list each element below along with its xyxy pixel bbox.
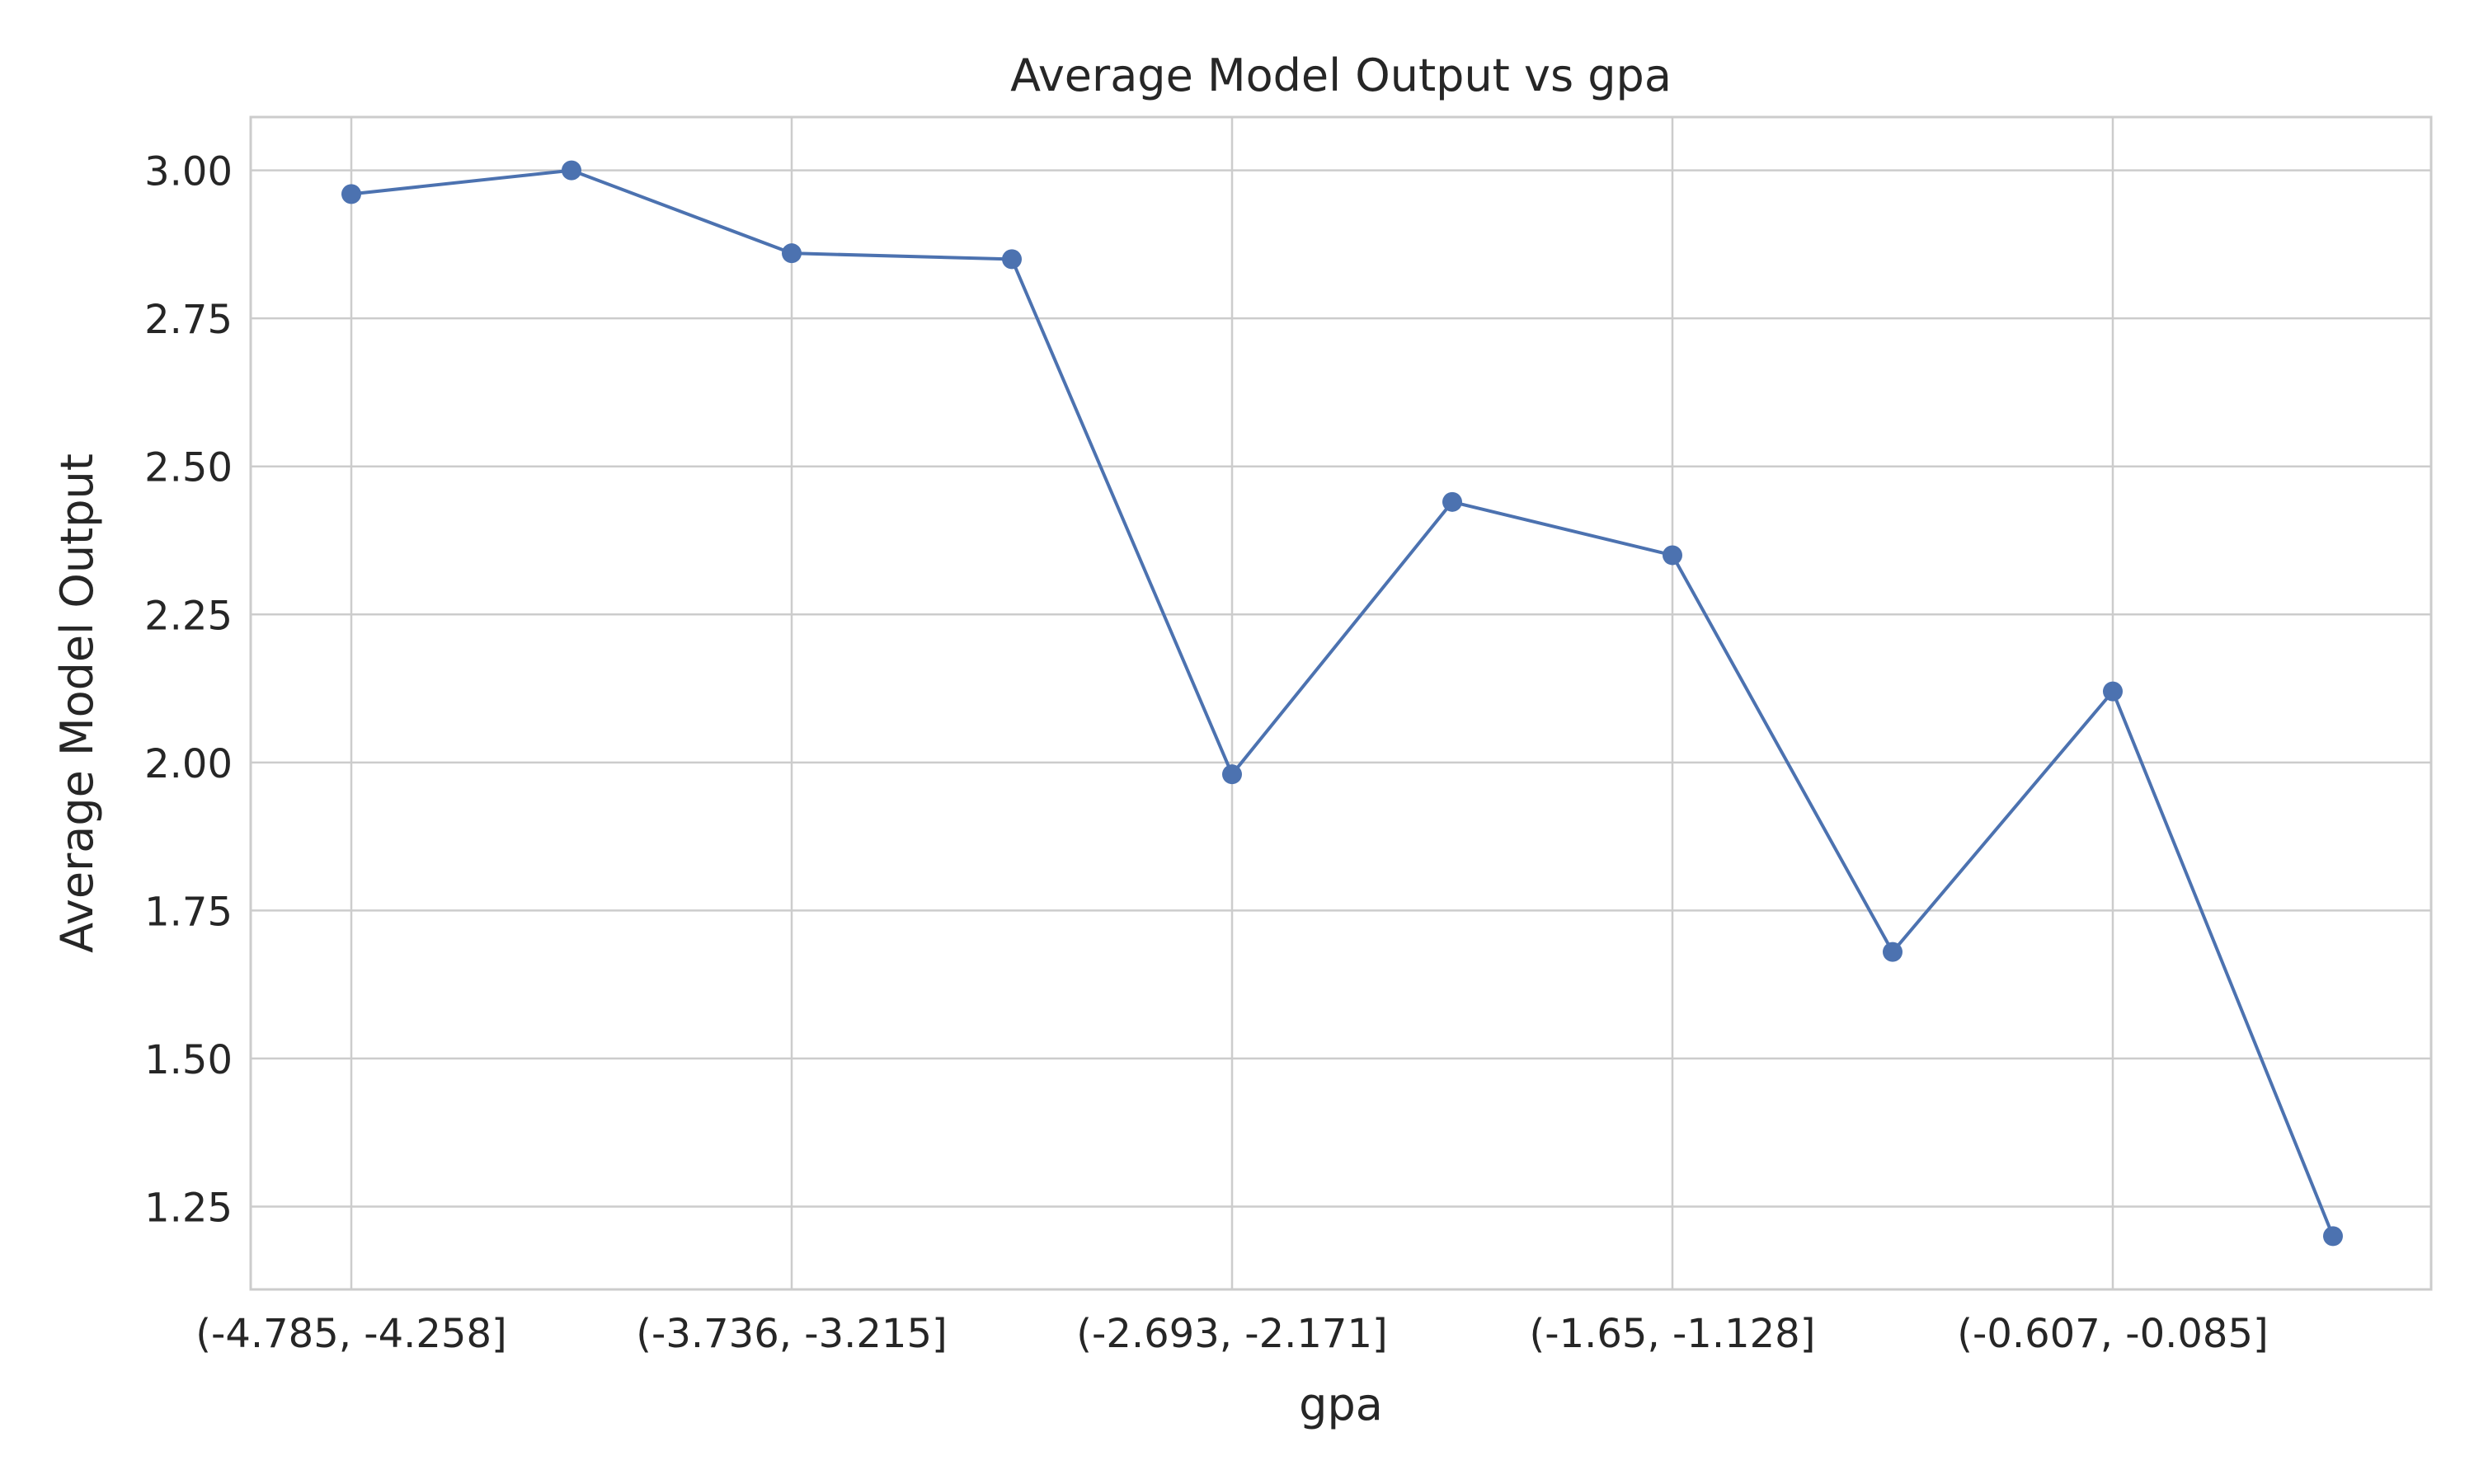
data-point	[782, 243, 802, 264]
series-line	[350, 168, 2335, 1237]
y-axis-label: Average Model Output	[51, 453, 103, 953]
series-line-group	[341, 160, 2343, 1247]
data-point	[1663, 545, 1682, 566]
y-gridlines	[251, 169, 2431, 1208]
y-tick-label: 2.75	[144, 297, 233, 343]
x-tick-label: (-2.693, -2.171]	[1076, 1311, 1387, 1357]
x-axis-label: gpa	[1299, 1378, 1383, 1430]
chart-title: Average Model Output vs gpa	[1010, 49, 1672, 101]
data-point	[1883, 942, 1903, 962]
data-point	[1442, 491, 1462, 512]
x-tick-label: (-0.607, -0.085]	[1957, 1311, 2268, 1357]
y-tick-labels: 1.25 1.50 1.75 2.00 2.25 2.50 2.75 3.00	[144, 149, 233, 1232]
x-tick-label: (-1.65, -1.128]	[1530, 1311, 1816, 1357]
data-point	[1002, 249, 1022, 270]
data-point	[1222, 764, 1242, 785]
y-tick-label: 2.25	[144, 593, 233, 639]
y-tick-label: 2.50	[144, 445, 233, 491]
y-tick-label: 1.50	[144, 1037, 233, 1083]
plot-frame	[249, 115, 2433, 1291]
x-gridlines	[350, 117, 2114, 1289]
x-tick-label: (-3.736, -3.215]	[636, 1311, 947, 1357]
data-point	[2323, 1226, 2343, 1247]
x-tick-label: (-4.785, -4.258]	[195, 1311, 506, 1357]
data-point	[341, 184, 361, 204]
y-tick-label: 1.25	[144, 1185, 233, 1231]
plot-area	[251, 117, 2431, 1289]
y-tick-label: 1.75	[144, 889, 233, 935]
y-tick-label: 3.00	[144, 149, 233, 195]
data-point	[2103, 681, 2123, 702]
x-tick-labels: (-4.785, -4.258] (-3.736, -3.215] (-2.693,…	[195, 1311, 2268, 1357]
y-tick-label: 2.00	[144, 741, 233, 787]
data-point	[562, 160, 581, 181]
